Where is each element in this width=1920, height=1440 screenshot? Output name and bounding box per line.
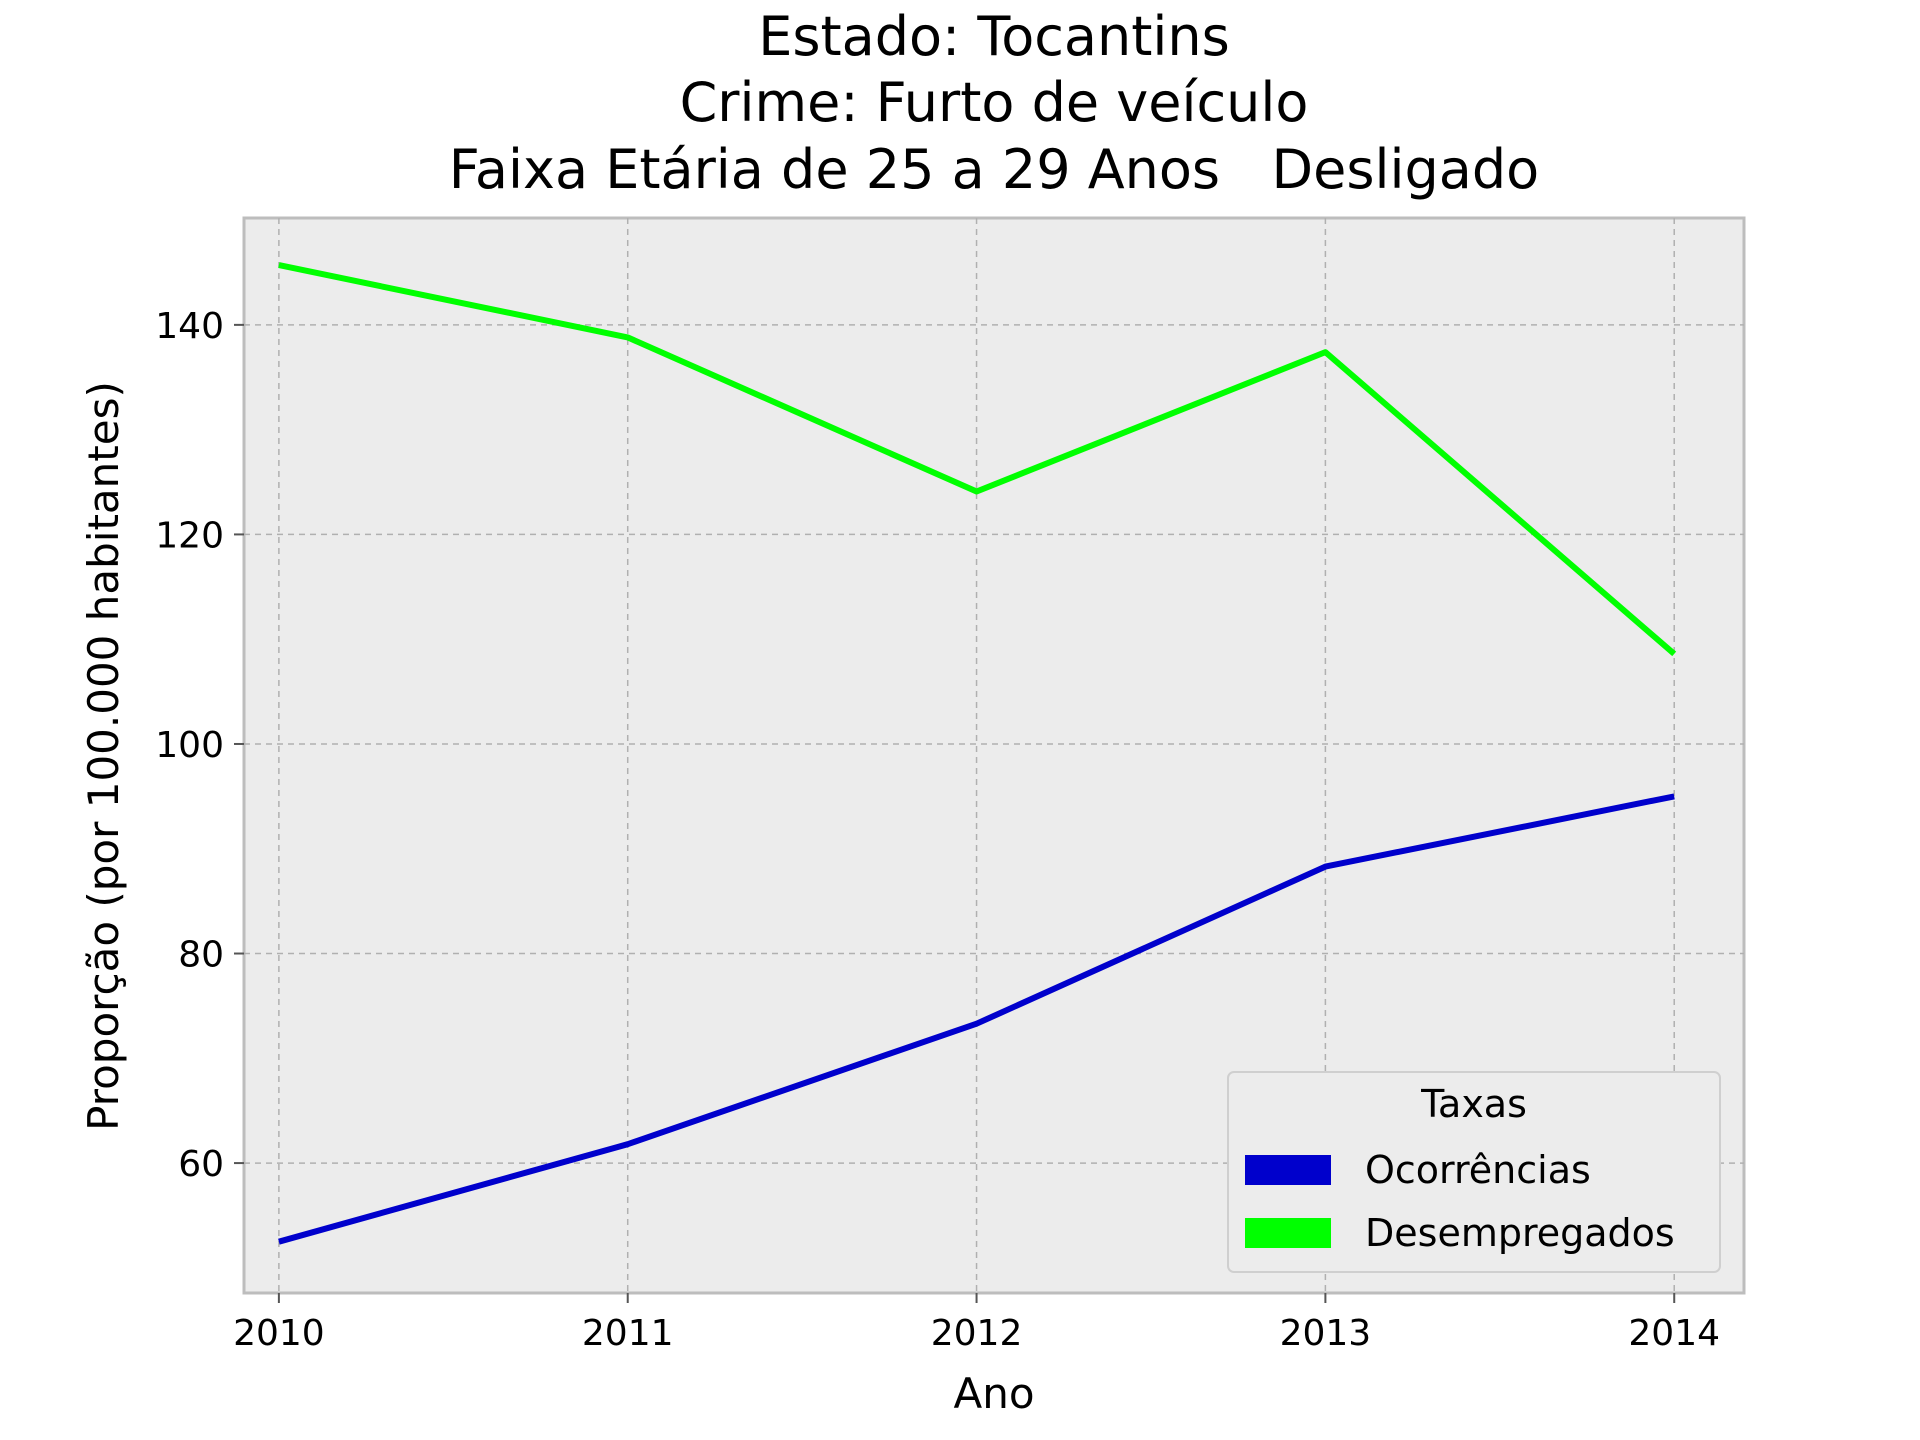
legend-title: Taxas xyxy=(1420,1082,1527,1126)
series-lines xyxy=(278,262,1677,1245)
legend: Taxas Ocorrências Desempregados xyxy=(1227,1071,1721,1273)
chart-title: Estado: Tocantins Crime: Furto de veícul… xyxy=(449,5,1539,201)
y-tick-label: 60 xyxy=(178,1144,224,1185)
grid xyxy=(244,218,1744,1293)
legend-label-desempregados: Desempregados xyxy=(1365,1211,1675,1255)
y-axis-label: Proporção (por 100.000 habitantes) xyxy=(79,381,128,1131)
legend-swatch-desempregados xyxy=(1245,1218,1331,1248)
legend-box xyxy=(1227,1071,1721,1273)
y-axis-ticks: 60 80 100 120 140 xyxy=(155,306,244,1185)
x-axis-ticks: 2010 2011 2012 2013 2014 xyxy=(233,1293,1720,1354)
title-line-1: Estado: Tocantins xyxy=(758,5,1230,68)
y-tick-label: 140 xyxy=(155,306,224,347)
title-line-2: Crime: Furto de veículo xyxy=(680,71,1309,134)
y-tick-label: 80 xyxy=(178,935,224,976)
x-tick-label: 2010 xyxy=(233,1313,325,1354)
x-axis-label: Ano xyxy=(953,1369,1034,1418)
legend-swatch-ocorrencias xyxy=(1245,1155,1331,1185)
x-tick-label: 2013 xyxy=(1280,1313,1372,1354)
y-tick-label: 120 xyxy=(155,515,224,556)
x-tick-label: 2011 xyxy=(582,1313,674,1354)
title-line-3: Faixa Etária de 25 a 29 Anos Desligado xyxy=(449,138,1539,201)
legend-label-ocorrencias: Ocorrências xyxy=(1365,1148,1591,1192)
x-tick-label: 2014 xyxy=(1628,1313,1720,1354)
y-tick-label: 100 xyxy=(155,725,224,766)
x-tick-label: 2012 xyxy=(931,1313,1023,1354)
